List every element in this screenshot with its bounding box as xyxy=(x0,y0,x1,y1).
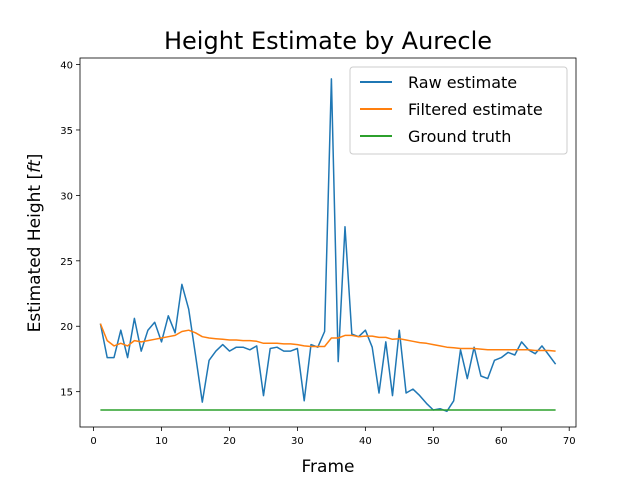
y-tick-label: 20 xyxy=(60,322,73,333)
x-tick-label: 70 xyxy=(563,436,576,447)
y-tick-label: 35 xyxy=(60,126,73,137)
plot-frame xyxy=(79,57,577,428)
filtered-estimate-line xyxy=(99,323,556,352)
y-axis-title-suffix: ] xyxy=(25,154,45,161)
chart-title: Height Estimate by Aurecle xyxy=(164,27,492,55)
x-tick-label: 20 xyxy=(223,436,236,447)
x-tick-label: 40 xyxy=(359,436,372,447)
x-tick-label: 60 xyxy=(495,436,508,447)
x-axis: 0 10 20 30 40 50 60 70 xyxy=(90,427,576,447)
raw-estimate-line xyxy=(99,78,557,413)
y-tick-label: 40 xyxy=(60,61,73,72)
y-tick-label: 25 xyxy=(60,257,73,268)
y-axis-title-prefix: Estimated Height [ xyxy=(25,173,45,333)
legend-label-ground-truth: Ground truth xyxy=(408,127,511,146)
y-axis-title: Estimated Height [ft] xyxy=(25,154,45,333)
y-tick-label: 30 xyxy=(60,191,73,202)
x-tick-label: 30 xyxy=(291,436,304,447)
legend-box xyxy=(349,66,568,155)
legend-label-raw: Raw estimate xyxy=(408,73,517,92)
y-axis-title-unit: ft xyxy=(25,159,45,173)
y-axis: 15 20 25 30 35 40 xyxy=(60,61,80,399)
legend-label-filtered: Filtered estimate xyxy=(408,100,543,119)
x-tick-label: 50 xyxy=(427,436,440,447)
x-tick-label: 0 xyxy=(90,436,96,447)
x-axis-title: Frame xyxy=(302,457,355,477)
plot-area xyxy=(99,78,557,413)
y-tick-label: 15 xyxy=(60,388,73,399)
x-tick-label: 10 xyxy=(155,436,168,447)
legend: Raw estimate Filtered estimate Ground tr… xyxy=(349,66,568,155)
